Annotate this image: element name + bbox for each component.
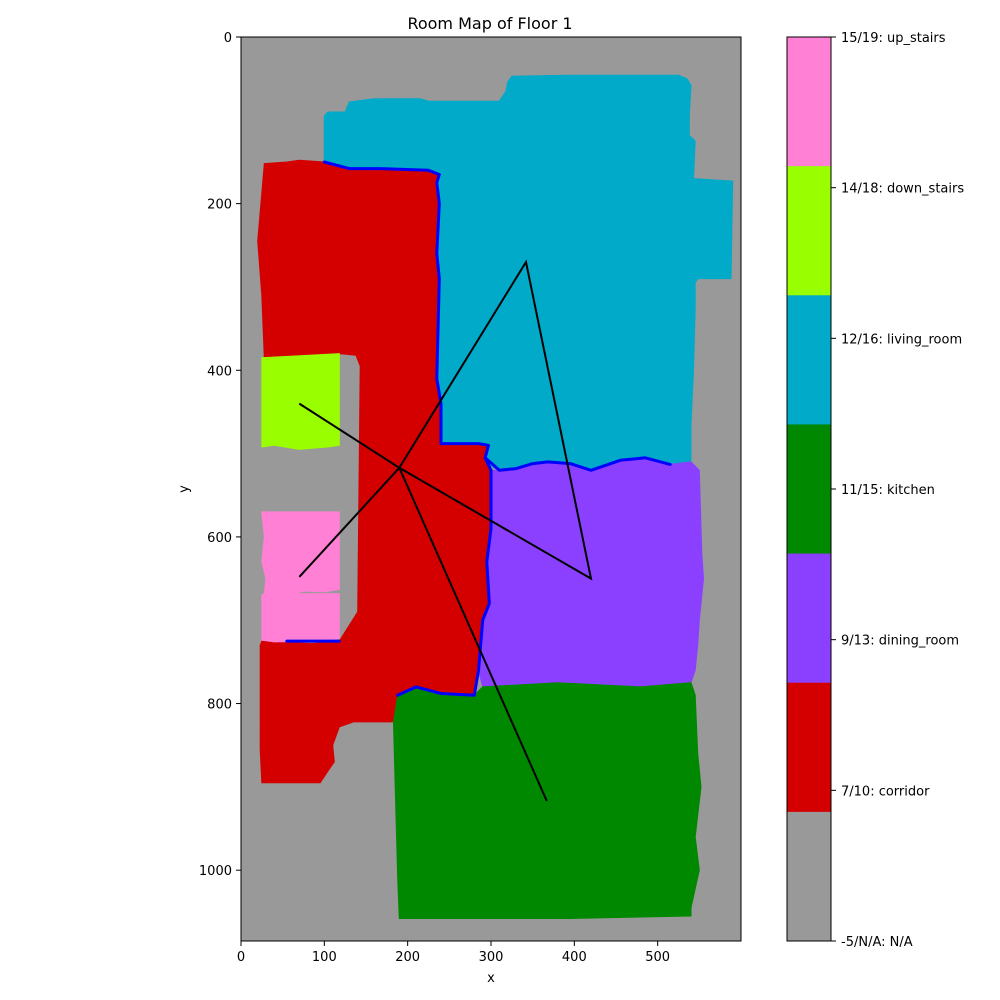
x-tick-label: 300 <box>479 950 504 965</box>
room-boundaries <box>285 160 672 697</box>
y-tick-label: 1000 <box>199 864 232 879</box>
colorbar-segment-dining-room <box>787 553 831 684</box>
colorbar-tick-label: 15/19: up_stairs <box>841 31 946 46</box>
colorbar-segment-corridor <box>787 682 831 813</box>
room-boundary-line <box>483 456 672 472</box>
plot-area <box>240 36 742 942</box>
region-dining-room <box>477 457 705 688</box>
colorbar-segment-na <box>787 811 831 942</box>
x-tick-label: 100 <box>312 950 337 965</box>
trajectory-lines <box>298 259 593 802</box>
colorbar-tick-label: -5/N/A: N/A <box>841 935 913 950</box>
y-tick-label: 200 <box>207 198 232 213</box>
y-axis-label: y <box>177 485 192 493</box>
x-tick-label: 200 <box>395 950 420 965</box>
trajectory-line <box>298 467 401 578</box>
region-down-stairs <box>261 353 340 450</box>
colorbar-tick-label: 12/16: living_room <box>841 332 962 347</box>
y-tick-label: 0 <box>224 31 232 46</box>
x-axis: 0 100 200 300 400 500 <box>237 941 670 965</box>
colorbar-tick-label: 14/18: down_stairs <box>841 182 964 197</box>
colorbar-segment-up-stairs <box>787 37 831 167</box>
chart-title: Room Map of Floor 1 <box>407 14 572 33</box>
x-axis-label: x <box>487 971 495 986</box>
region-up-stairs <box>261 593 340 643</box>
region-up-stairs <box>261 511 340 595</box>
colorbar: 15/19: up_stairs 14/18: down_stairs 12/16:… <box>786 31 964 950</box>
room-boundary-line <box>322 160 493 697</box>
colorbar-segment-down-stairs <box>787 166 831 296</box>
colorbar-segment-kitchen <box>787 424 831 555</box>
y-tick-label: 600 <box>207 531 232 546</box>
x-tick-label: 500 <box>645 950 670 965</box>
y-tick-label: 800 <box>207 698 232 713</box>
trajectory-line <box>298 259 593 802</box>
colorbar-segment-living-room <box>787 295 831 425</box>
x-tick-label: 0 <box>237 950 245 965</box>
x-tick-label: 400 <box>562 950 587 965</box>
colorbar-tick-label: 11/15: kitchen <box>841 483 935 498</box>
y-tick-label: 400 <box>207 364 232 379</box>
colorbar-tick-label: 9/13: dining_room <box>841 634 959 649</box>
y-axis: 0 200 400 600 800 1000 <box>199 31 241 879</box>
colorbar-tick-label: 7/10: corridor <box>841 784 930 799</box>
